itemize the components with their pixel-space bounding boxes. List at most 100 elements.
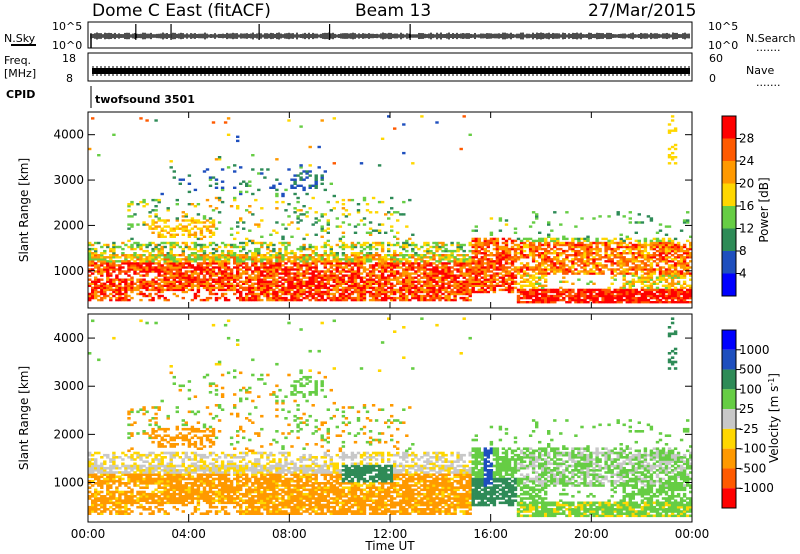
power-cell bbox=[622, 290, 626, 294]
power-cell bbox=[311, 278, 315, 281]
power-cell bbox=[504, 219, 509, 222]
power-cell bbox=[387, 286, 391, 290]
power-cell bbox=[88, 274, 92, 277]
nave-tick-top: 60 bbox=[709, 52, 723, 65]
power-cell bbox=[414, 292, 418, 296]
power-cell bbox=[184, 278, 188, 281]
power-cell bbox=[377, 258, 382, 261]
power-cell bbox=[320, 235, 324, 238]
power-cell bbox=[299, 184, 303, 187]
power-cell bbox=[544, 239, 548, 243]
power-cell bbox=[462, 264, 466, 267]
power-cell bbox=[519, 252, 524, 255]
power-cell bbox=[154, 262, 158, 265]
power-cell bbox=[371, 256, 376, 259]
power-cell bbox=[233, 237, 237, 241]
power-cell bbox=[577, 239, 581, 243]
power-cell bbox=[94, 284, 98, 287]
power-cell bbox=[214, 196, 219, 200]
power-cell bbox=[314, 178, 318, 181]
power-cell bbox=[115, 254, 119, 257]
power-cell bbox=[607, 292, 611, 296]
power-cell bbox=[544, 292, 548, 296]
power-cell bbox=[658, 294, 663, 298]
power-cell bbox=[483, 237, 487, 241]
power-cell bbox=[477, 239, 481, 243]
power-cell bbox=[544, 288, 548, 292]
power-cell bbox=[317, 219, 321, 222]
power-cell bbox=[507, 286, 512, 290]
power-cell bbox=[634, 270, 638, 273]
power-cell bbox=[670, 258, 675, 261]
power-cell bbox=[190, 258, 195, 261]
power-cell bbox=[133, 270, 137, 273]
power-cell bbox=[661, 284, 666, 287]
power-cell bbox=[525, 237, 530, 241]
power-cell bbox=[293, 260, 297, 263]
power-cell bbox=[468, 260, 472, 263]
power-cell bbox=[477, 243, 481, 247]
power-cell bbox=[426, 282, 430, 285]
power-cell bbox=[211, 272, 216, 275]
power-cell bbox=[314, 174, 318, 177]
power-cell bbox=[480, 284, 484, 287]
power-cell bbox=[595, 268, 599, 271]
power-cell bbox=[411, 278, 415, 281]
power-cell bbox=[538, 284, 542, 287]
power-cell bbox=[604, 247, 608, 251]
power-cell bbox=[462, 256, 466, 259]
power-cell bbox=[157, 294, 161, 298]
power-cell bbox=[335, 264, 339, 267]
power-cell bbox=[634, 272, 638, 275]
power-cell bbox=[251, 296, 255, 300]
power-cell bbox=[574, 292, 578, 296]
power-cell bbox=[396, 296, 400, 300]
power-cell bbox=[595, 241, 599, 245]
power-cell bbox=[411, 233, 415, 236]
power-cell bbox=[444, 254, 448, 257]
power-cell bbox=[544, 256, 548, 259]
power-cell bbox=[184, 274, 188, 277]
power-cell bbox=[344, 280, 349, 283]
power-cell bbox=[616, 256, 620, 259]
power-cell bbox=[471, 266, 475, 269]
power-cell bbox=[531, 284, 536, 287]
power-cell bbox=[541, 247, 545, 251]
power-cell bbox=[426, 278, 430, 281]
power-cell bbox=[154, 198, 158, 202]
power-cell bbox=[311, 252, 315, 255]
power-cell bbox=[604, 245, 608, 249]
power-cell bbox=[314, 182, 318, 185]
power-cell bbox=[592, 294, 596, 298]
power-cell bbox=[544, 247, 548, 251]
power-cell bbox=[522, 264, 527, 267]
power-cell bbox=[465, 284, 469, 287]
power-cell bbox=[248, 288, 252, 292]
power-cell bbox=[172, 268, 176, 271]
power-cell bbox=[205, 245, 210, 249]
power-cell bbox=[411, 254, 415, 257]
power-cell bbox=[154, 276, 158, 279]
power-cell bbox=[483, 254, 487, 257]
power-cell bbox=[420, 258, 424, 261]
power-cell bbox=[531, 274, 536, 277]
power-cell bbox=[619, 296, 623, 300]
power-cell bbox=[160, 266, 164, 269]
power-cell bbox=[257, 260, 261, 263]
power-cell bbox=[673, 262, 678, 265]
power-cell bbox=[205, 225, 210, 228]
power-cell bbox=[100, 282, 104, 285]
power-cell bbox=[166, 298, 170, 302]
power-cell bbox=[350, 258, 355, 261]
power-cell bbox=[178, 223, 182, 226]
power-cell bbox=[374, 276, 379, 279]
power-cell bbox=[166, 219, 170, 222]
power-cell bbox=[190, 264, 195, 267]
power-cell bbox=[187, 182, 192, 185]
power-cell bbox=[115, 284, 119, 287]
power-cell bbox=[598, 290, 602, 294]
power-cell bbox=[652, 288, 657, 292]
power-cell bbox=[489, 274, 494, 277]
power-cell bbox=[438, 262, 442, 265]
